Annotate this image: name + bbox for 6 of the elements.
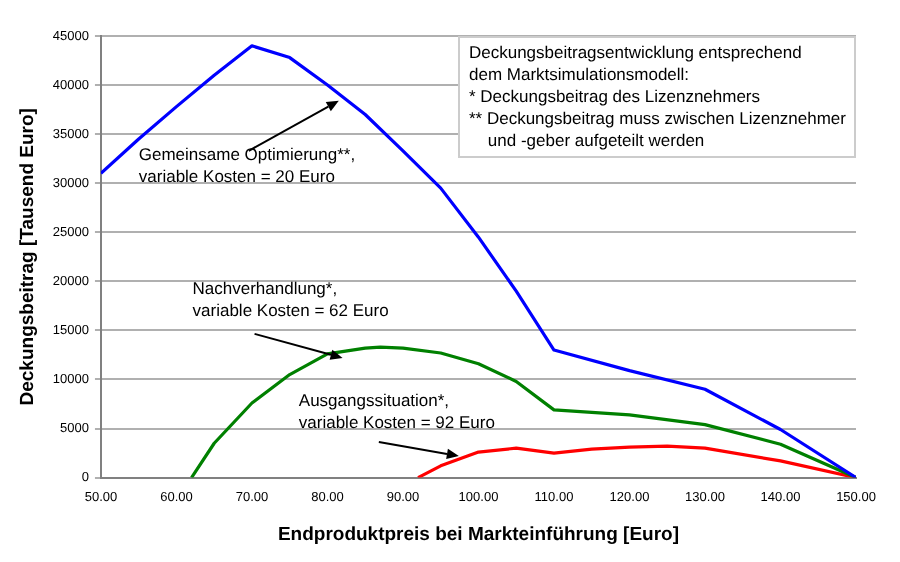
x-axis-title: Endproduktpreis bei Markteinführung [Euro] [277,523,680,546]
annotation: Deckungsbeitragsentwicklung entsprechend dem Marktsimulationsmodell: * Deckungsbeitrag des Lizenznehmers ** Deckungsbeitrag muss zwischen Lizenznehmer und -geber aufgeteilt werden [458,36,856,158]
annotation: Gemeinsame Optimierung**, variable Kosten = 20 Euro [138,144,356,189]
annotation: Ausgangssituation*, variable Kosten = 92 Euro [298,390,495,434]
y-axis-title: Deckungsbeitrag [Tausend Euro] [16,108,39,406]
annotation: Nachverhandlung*, variable Kosten = 62 Euro [192,277,389,322]
